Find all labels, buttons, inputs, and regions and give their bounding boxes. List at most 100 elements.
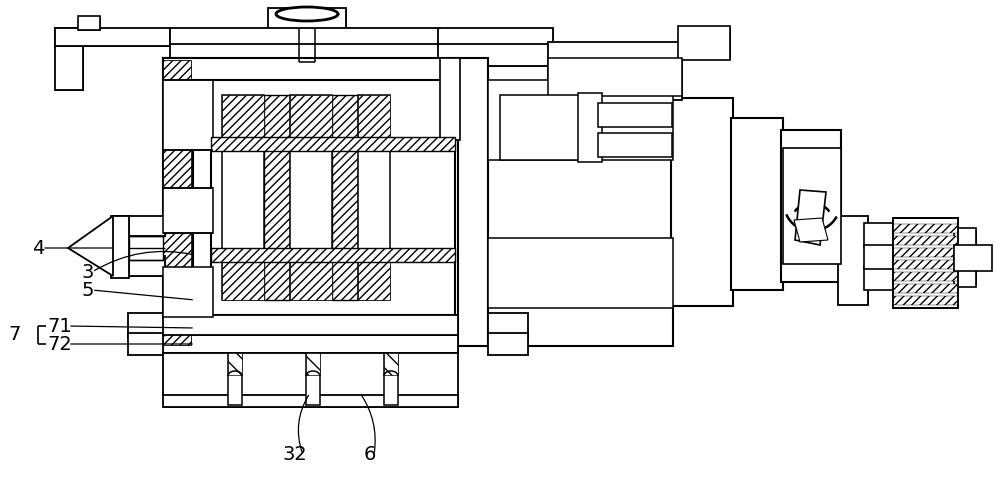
- Text: 71: 71: [48, 317, 72, 335]
- Bar: [163, 335, 458, 353]
- Bar: [956, 230, 976, 285]
- Bar: [440, 60, 458, 140]
- Bar: [78, 16, 100, 30]
- Bar: [268, 8, 346, 30]
- Bar: [55, 28, 83, 90]
- Bar: [113, 256, 165, 276]
- Bar: [893, 224, 958, 233]
- Bar: [115, 258, 165, 276]
- Bar: [165, 60, 193, 345]
- Bar: [222, 95, 264, 300]
- Bar: [488, 335, 526, 353]
- Text: 3: 3: [82, 263, 94, 281]
- Bar: [893, 248, 958, 257]
- Bar: [500, 95, 580, 160]
- Bar: [264, 95, 290, 300]
- Bar: [893, 218, 958, 308]
- Bar: [866, 225, 896, 245]
- Bar: [358, 95, 390, 300]
- Bar: [486, 58, 673, 346]
- Bar: [458, 58, 488, 346]
- Bar: [598, 103, 672, 127]
- Bar: [678, 26, 730, 60]
- Bar: [193, 60, 211, 140]
- Bar: [440, 58, 460, 140]
- Polygon shape: [794, 218, 828, 242]
- Bar: [163, 58, 458, 80]
- Bar: [55, 28, 83, 90]
- Bar: [115, 218, 165, 236]
- Text: 6: 6: [364, 445, 376, 465]
- Ellipse shape: [276, 7, 338, 21]
- Polygon shape: [795, 190, 826, 245]
- Bar: [222, 255, 264, 300]
- Bar: [264, 95, 290, 300]
- Bar: [163, 315, 458, 335]
- Bar: [384, 353, 398, 375]
- Bar: [893, 272, 958, 281]
- Bar: [306, 353, 320, 405]
- Bar: [488, 80, 673, 160]
- Bar: [332, 95, 358, 300]
- Bar: [680, 28, 730, 58]
- Bar: [893, 236, 958, 245]
- Bar: [548, 58, 682, 96]
- Bar: [128, 313, 168, 339]
- Bar: [113, 218, 129, 276]
- Bar: [211, 137, 455, 151]
- Text: 5: 5: [82, 281, 94, 299]
- Bar: [893, 296, 958, 305]
- Bar: [893, 284, 958, 293]
- Text: 7: 7: [9, 325, 21, 345]
- Bar: [781, 130, 841, 282]
- Bar: [550, 44, 680, 99]
- Bar: [130, 315, 168, 337]
- Text: 72: 72: [48, 335, 72, 353]
- Bar: [600, 135, 670, 155]
- Bar: [358, 95, 390, 137]
- Bar: [598, 133, 672, 157]
- Bar: [488, 315, 526, 337]
- Text: 32: 32: [283, 445, 307, 465]
- Bar: [170, 44, 440, 60]
- Bar: [163, 58, 458, 80]
- Bar: [731, 118, 783, 290]
- Bar: [163, 393, 458, 407]
- Bar: [128, 333, 168, 355]
- Bar: [228, 353, 242, 375]
- Bar: [438, 44, 553, 66]
- Bar: [290, 95, 332, 137]
- Bar: [306, 353, 320, 375]
- Bar: [191, 58, 211, 140]
- Bar: [783, 132, 841, 280]
- Bar: [548, 42, 682, 100]
- Bar: [170, 44, 440, 60]
- Bar: [488, 313, 528, 339]
- Bar: [864, 266, 896, 290]
- Bar: [290, 255, 332, 300]
- Bar: [163, 315, 458, 337]
- Bar: [170, 28, 440, 46]
- Bar: [893, 218, 958, 308]
- Bar: [840, 218, 868, 303]
- Bar: [866, 268, 896, 288]
- Bar: [332, 95, 358, 300]
- Bar: [163, 58, 193, 346]
- Bar: [671, 98, 733, 306]
- Bar: [55, 28, 170, 46]
- Polygon shape: [68, 216, 113, 276]
- Bar: [893, 260, 958, 269]
- Bar: [864, 223, 896, 247]
- Bar: [213, 80, 453, 315]
- Bar: [113, 216, 165, 236]
- Bar: [211, 78, 455, 316]
- Bar: [78, 16, 100, 30]
- Bar: [954, 245, 992, 271]
- Bar: [222, 95, 264, 137]
- Bar: [129, 236, 163, 260]
- Bar: [384, 353, 398, 405]
- Bar: [170, 28, 440, 46]
- Bar: [163, 315, 458, 337]
- Text: 4: 4: [32, 239, 44, 257]
- Bar: [488, 238, 673, 308]
